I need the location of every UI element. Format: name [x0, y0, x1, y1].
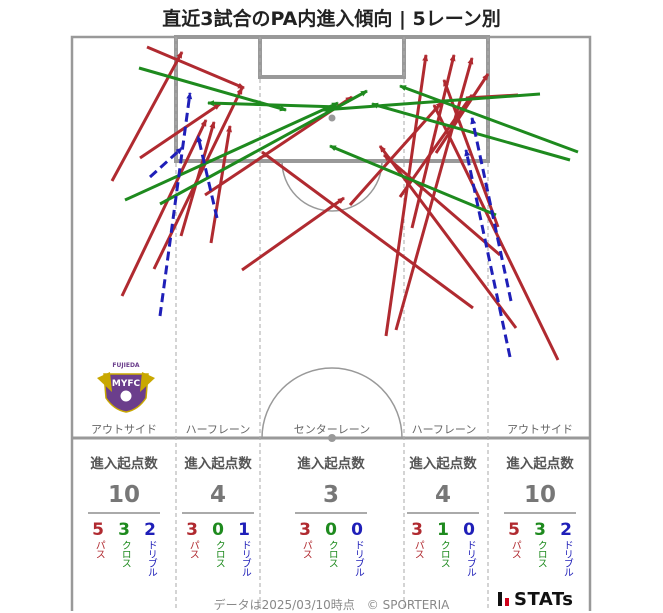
- dribble-arrow: [148, 146, 184, 179]
- stat-divider: [182, 512, 254, 514]
- lane-label-halflane-right: ハーフレーン: [411, 423, 477, 436]
- footer-credit: データは2025/03/10時点 © SPORTERIA: [213, 598, 450, 612]
- goal-area: [258, 35, 406, 79]
- pass-arrow: [241, 196, 345, 272]
- dribble-count: 2: [560, 520, 572, 540]
- pass-label: パス: [509, 540, 521, 558]
- pass-arrow: [120, 119, 208, 297]
- stat-heading: 進入起点数: [409, 456, 477, 472]
- cross-arrows: [124, 66, 579, 217]
- crest-lettering: FUJIEDA: [112, 362, 140, 369]
- dribble-count: 2: [144, 520, 156, 540]
- dribble-label: ドリブル: [145, 540, 157, 576]
- stat-heading: 進入起点数: [506, 456, 574, 472]
- pass-label: パス: [300, 540, 312, 558]
- dribble-label: ドリブル: [239, 540, 251, 576]
- stat-total: 4: [209, 482, 226, 508]
- pass-arrow: [383, 153, 501, 257]
- pass-arrow: [146, 45, 245, 90]
- stat-heading: 進入起点数: [297, 456, 365, 472]
- center-circle: [261, 367, 403, 439]
- dribble-label: ドリブル: [464, 540, 476, 576]
- stat-block-outside-left: 進入起点数 10 5 パス 3 クロス 2 ドリブル: [72, 452, 176, 576]
- pass-arrow: [261, 150, 474, 310]
- stats-logo-bar-icon: [498, 592, 502, 606]
- lane-label-outside-left: アウトサイド: [91, 423, 157, 436]
- stat-heading: 進入起点数: [90, 456, 158, 472]
- pass-label: パス: [412, 540, 424, 558]
- dribble-arrow: [464, 149, 512, 358]
- cross-label: クロス: [438, 540, 450, 567]
- penalty-spot: [328, 114, 336, 122]
- penalty-arc: [281, 160, 383, 212]
- dribble-arrows: [148, 92, 513, 358]
- pass-arrow: [139, 102, 221, 160]
- fujieda-myfc-crest-icon: MYFC: [97, 372, 155, 413]
- dribble-label: ドリブル: [352, 540, 364, 576]
- pass-arrow: [110, 51, 184, 182]
- cross-label: クロス: [119, 540, 131, 567]
- stat-block-halflane-left: 進入起点数 4 3 パス 0 クロス 1 ドリブル: [166, 452, 270, 576]
- cross-arrow: [321, 92, 541, 113]
- stat-total: 4: [434, 482, 451, 508]
- stat-total: 3: [322, 482, 339, 508]
- stat-block-center: 進入起点数 3 3 パス 0 クロス 0 ドリブル: [279, 452, 383, 576]
- cross-arrow: [371, 102, 571, 162]
- pass-count: 3: [186, 520, 198, 540]
- cross-count: 0: [325, 520, 337, 540]
- center-spot: [328, 434, 336, 442]
- stat-total: 10: [523, 482, 556, 508]
- cross-count: 3: [118, 520, 130, 540]
- dribble-arrow: [158, 92, 193, 317]
- stat-divider: [504, 512, 576, 514]
- stat-divider: [295, 512, 367, 514]
- lane-label-halflane-left: ハーフレーン: [185, 423, 251, 436]
- dribble-label: ドリブル: [561, 540, 573, 576]
- page-title: 直近3試合のPA内進入傾向 | 5レーン別: [162, 8, 501, 30]
- cross-arrow: [207, 100, 341, 109]
- cross-arrow: [329, 144, 497, 217]
- stats-logo: STATs: [498, 589, 573, 610]
- pass-count: 5: [92, 520, 104, 540]
- pass-label: パス: [93, 540, 105, 558]
- stat-block-halflane-right: 進入起点数 4 3 パス 1 クロス 0 ドリブル: [391, 452, 495, 576]
- cross-label: クロス: [213, 540, 225, 567]
- pass-label: パス: [187, 540, 199, 558]
- stat-divider: [88, 512, 160, 514]
- stats-logo-accent-icon: [505, 598, 509, 606]
- stat-total: 10: [107, 482, 140, 508]
- dribble-count: 0: [463, 520, 475, 540]
- cross-count: 0: [212, 520, 224, 540]
- lane-dividers: [175, 37, 489, 611]
- pass-arrow: [434, 73, 490, 154]
- cross-arrow: [124, 101, 339, 202]
- pass-count: 3: [411, 520, 423, 540]
- cross-arrow: [138, 66, 287, 112]
- stats-logo-text: STATs: [514, 589, 574, 610]
- pass-count: 3: [299, 520, 311, 540]
- pass-arrow: [348, 101, 444, 206]
- dribble-arrow: [470, 117, 513, 302]
- svg-text:MYFC: MYFC: [112, 379, 141, 389]
- pass-arrow: [394, 57, 474, 331]
- cross-label: クロス: [535, 540, 547, 567]
- cross-count: 3: [534, 520, 546, 540]
- cross-count: 1: [437, 520, 449, 540]
- stat-divider: [407, 512, 479, 514]
- pass-count: 5: [508, 520, 520, 540]
- cross-arrow: [399, 84, 579, 154]
- pass-arrow: [179, 121, 216, 237]
- dribble-arrow: [196, 135, 219, 219]
- dribble-count: 1: [238, 520, 250, 540]
- dribble-count: 0: [351, 520, 363, 540]
- cross-label: クロス: [326, 540, 338, 567]
- stat-heading: 進入起点数: [184, 456, 252, 472]
- stat-block-outside-right: 進入起点数 10 5 パス 3 クロス 2 ドリブル: [488, 452, 592, 576]
- lane-label-outside-right: アウトサイド: [507, 423, 573, 436]
- lane-label-center: センターレーン: [293, 423, 371, 436]
